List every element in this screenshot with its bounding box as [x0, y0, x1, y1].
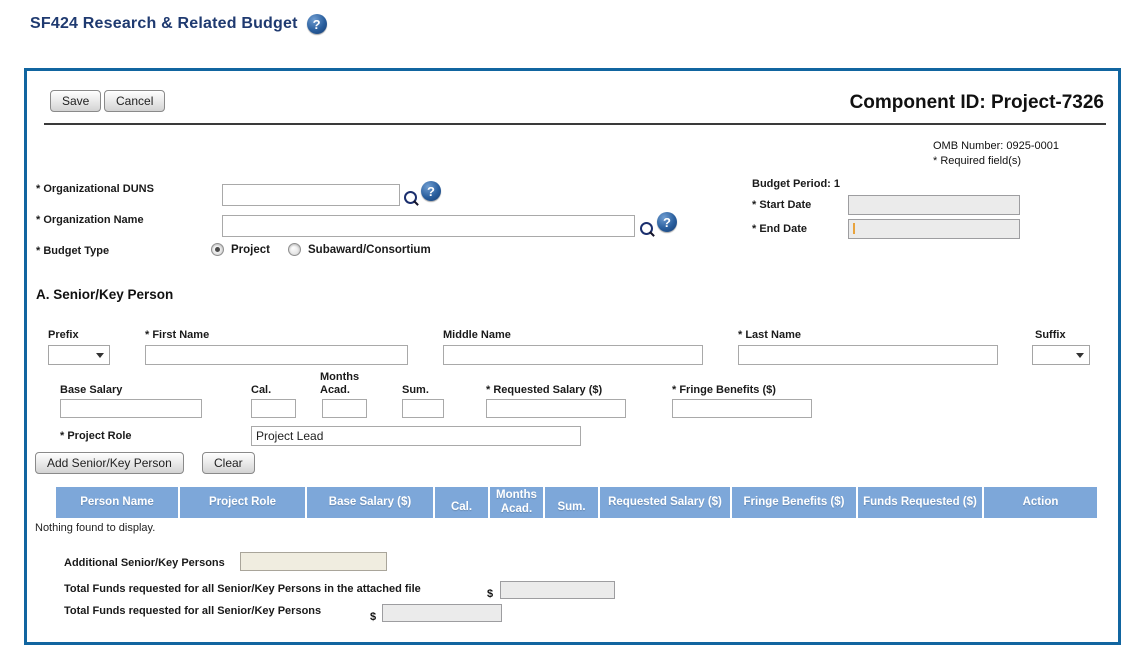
page-help-icon[interactable]: ?: [306, 14, 327, 34]
suffix-select[interactable]: [1032, 345, 1090, 365]
page-title: SF424 Research & Related Budget: [30, 15, 298, 32]
budget-type-label: * Budget Type: [36, 245, 110, 257]
section-a-heading: A. Senior/Key Person: [36, 287, 174, 302]
requested-salary-input[interactable]: [486, 399, 626, 418]
org-duns-label: * Organizational DUNS: [36, 183, 154, 195]
fringe-benefits-label: * Fringe Benefits ($): [672, 384, 776, 396]
currency-symbol: $: [370, 611, 377, 623]
radio-subaward-icon[interactable]: [288, 243, 301, 256]
months-acad-input[interactable]: [322, 399, 367, 418]
component-id: Component ID: Project-7326: [849, 92, 1104, 113]
budget-type-option-subaward[interactable]: Subaward/Consortium: [308, 243, 431, 256]
radio-project-icon[interactable]: [211, 243, 224, 256]
divider: [44, 123, 1106, 125]
budget-form-panel: Save Cancel Component ID: Project-7326 O…: [24, 68, 1121, 645]
first-name-label: * First Name: [145, 329, 210, 341]
first-name-input[interactable]: [145, 345, 408, 365]
start-date-input: [848, 195, 1020, 215]
col-funds-requested: Funds Requested ($): [858, 487, 982, 518]
required-note: * Required field(s): [933, 155, 1022, 167]
additional-persons-input[interactable]: [240, 552, 387, 571]
col-action: Action: [984, 487, 1097, 518]
col-person-name: Person Name: [56, 487, 178, 518]
total-attached-input: [500, 581, 615, 599]
currency-symbol: $: [487, 588, 494, 600]
save-button[interactable]: Save: [50, 90, 102, 112]
org-duns-input[interactable]: [222, 184, 400, 206]
duns-help-icon[interactable]: ?: [421, 181, 441, 201]
budget-type-options: Project Subaward/Consortium: [211, 243, 431, 256]
duns-search-icon[interactable]: [404, 191, 417, 204]
end-date-label: * End Date: [752, 223, 808, 235]
base-salary-input[interactable]: [60, 399, 202, 418]
last-name-input[interactable]: [738, 345, 998, 365]
col-months-acad: Months Acad.: [490, 487, 543, 518]
org-name-help-icon[interactable]: ?: [657, 212, 677, 232]
total-all-label: Total Funds requested for all Senior/Key…: [64, 605, 322, 617]
page-header: SF424 Research & Related Budget ?: [30, 14, 327, 34]
cal-label: Cal.: [251, 384, 272, 396]
omb-block: OMB Number: 0925-0001 * Required field(s…: [933, 139, 1059, 169]
project-role-label: * Project Role: [60, 430, 132, 442]
middle-name-input[interactable]: [443, 345, 703, 365]
col-project-role: Project Role: [180, 487, 305, 518]
org-name-label: * Organization Name: [36, 214, 144, 226]
text-caret: [853, 223, 855, 234]
prefix-select[interactable]: [48, 345, 110, 365]
additional-persons-label: Additional Senior/Key Persons: [64, 557, 225, 569]
middle-name-label: Middle Name: [443, 329, 511, 341]
cal-input[interactable]: [251, 399, 296, 418]
table-header-row: Person Name Project Role Base Salary ($)…: [56, 487, 1097, 518]
table-empty-text: Nothing found to display.: [35, 522, 156, 534]
clear-button[interactable]: Clear: [202, 452, 255, 474]
chevron-down-icon: [96, 352, 104, 358]
col-base-salary: Base Salary ($): [307, 487, 433, 518]
requested-salary-label: * Requested Salary ($): [486, 384, 603, 396]
org-name-input[interactable]: [222, 215, 635, 237]
months-acad-label: Months Acad.: [320, 371, 360, 396]
budget-period-label: Budget Period: 1: [752, 178, 841, 190]
suffix-label: Suffix: [1035, 329, 1066, 341]
base-salary-label: Base Salary: [60, 384, 123, 396]
col-fringe-benefits: Fringe Benefits ($): [732, 487, 856, 518]
total-all-input: [382, 604, 502, 622]
start-date-label: * Start Date: [752, 199, 812, 211]
col-cal: Cal.: [435, 487, 488, 518]
sum-input[interactable]: [402, 399, 444, 418]
project-role-input[interactable]: [251, 426, 581, 446]
cancel-button[interactable]: Cancel: [104, 90, 166, 112]
col-requested-salary: Requested Salary ($): [600, 487, 730, 518]
budget-type-option-project[interactable]: Project: [231, 243, 270, 256]
col-sum: Sum.: [545, 487, 598, 518]
fringe-benefits-input[interactable]: [672, 399, 812, 418]
prefix-label: Prefix: [48, 329, 79, 341]
add-senior-key-person-button[interactable]: Add Senior/Key Person: [35, 452, 184, 474]
sum-label: Sum.: [402, 384, 429, 396]
org-name-search-icon[interactable]: [640, 222, 653, 235]
last-name-label: * Last Name: [738, 329, 801, 341]
omb-number: OMB Number: 0925-0001: [933, 140, 1059, 152]
total-attached-label: Total Funds requested for all Senior/Key…: [64, 583, 421, 595]
end-date-input: [848, 219, 1020, 239]
chevron-down-icon: [1076, 352, 1084, 358]
